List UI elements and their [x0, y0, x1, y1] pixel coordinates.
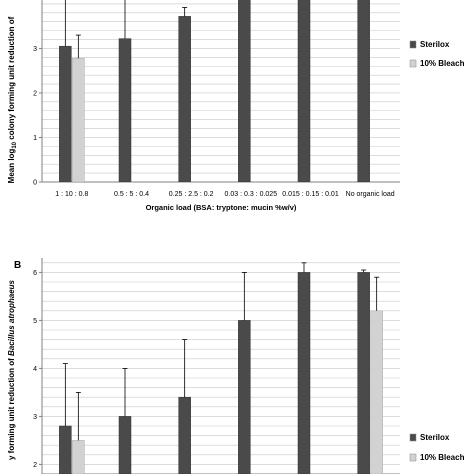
- panel-a-chart: 0 1 2 3 1 : 10 : 0.8 0.5 : 5 : 0.4 0.25 : 2.5 …: [7, 0, 465, 212]
- error-bars: [64, 0, 188, 59]
- y-axis-label-part: Mean log: [7, 149, 16, 184]
- x-axis-label: Organic load (BSA: tryptone: mucin %w/v): [146, 203, 297, 212]
- legend: Sterilox 10% Bleach: [409, 40, 465, 68]
- bar-sterilox: [118, 416, 132, 474]
- gridlines: [42, 3, 400, 183]
- legend-swatch-bleach: [409, 59, 417, 68]
- bar-sterilox: [59, 45, 72, 182]
- bar-sterilox: [59, 425, 72, 474]
- bar-sterilox: [297, 272, 311, 474]
- bar-bleach: [370, 310, 383, 474]
- panel-label: B: [14, 260, 21, 271]
- legend-label: 10% Bleach: [420, 453, 465, 462]
- y-axis-label: y forming unit reduction of Bacillus atr…: [7, 279, 16, 460]
- x-tick-label: 0.015 : 0.15 : 0.01: [282, 191, 339, 198]
- y-tick-label: 3: [33, 414, 37, 421]
- x-tick-label: 0.25 : 2.5 : 0.2: [169, 191, 214, 198]
- x-tick-label: No organic load: [346, 191, 395, 198]
- x-tick-label: 1 : 10 : 0.8: [55, 191, 88, 198]
- bar-bleach: [72, 440, 85, 474]
- y-axis-label-species: Bacillus atrophaeus: [7, 279, 16, 356]
- y-tick-label: 2: [33, 462, 37, 469]
- bar-sterilox: [238, 320, 251, 474]
- bars: [59, 0, 370, 182]
- y-axis-label: Mean log10 colony forming unit reduction…: [7, 16, 18, 183]
- x-tick-label: 0.5 : 5 : 0.4: [114, 191, 149, 198]
- x-tick-label: 0.03 : 0.3 : 0.025: [225, 191, 278, 198]
- legend-label: Sterilox: [420, 433, 450, 442]
- y-axis-label-subscript: 10: [12, 141, 18, 148]
- bar-sterilox: [357, 272, 370, 474]
- y-axis-label-part: colony forming unit reduction of: [7, 16, 16, 142]
- bar-sterilox: [238, 0, 251, 182]
- y-tick-label: 2: [33, 90, 37, 97]
- y-tick-label: 5: [33, 318, 37, 325]
- legend-swatch-sterilox: [409, 40, 417, 49]
- bar-sterilox: [118, 38, 132, 182]
- y-tick-label: 6: [33, 270, 37, 277]
- y-tick-label: 1: [33, 135, 37, 142]
- bars: [59, 272, 383, 474]
- legend-label: Sterilox: [420, 40, 450, 49]
- bar-sterilox: [297, 0, 311, 182]
- legend: Sterilox 10% Bleach: [409, 433, 465, 462]
- legend-swatch-sterilox: [409, 433, 417, 442]
- legend-label: 10% Bleach: [420, 59, 465, 68]
- error-bars: [62, 262, 380, 441]
- y-axis-label-part: y forming unit reduction of: [7, 356, 16, 460]
- bar-sterilox: [178, 16, 191, 182]
- y-tick-label: 0: [33, 180, 37, 187]
- panel-b-chart: 2 3 4 5 6 y forming unit reduction of Bacillu…: [7, 258, 465, 474]
- bar-sterilox: [357, 0, 370, 182]
- bar-bleach: [72, 57, 85, 182]
- legend-swatch-bleach: [409, 453, 417, 462]
- bar-sterilox: [178, 396, 191, 474]
- gridlines: [42, 262, 400, 474]
- y-tick-label: 4: [33, 366, 37, 373]
- y-tick-label: 3: [33, 46, 37, 53]
